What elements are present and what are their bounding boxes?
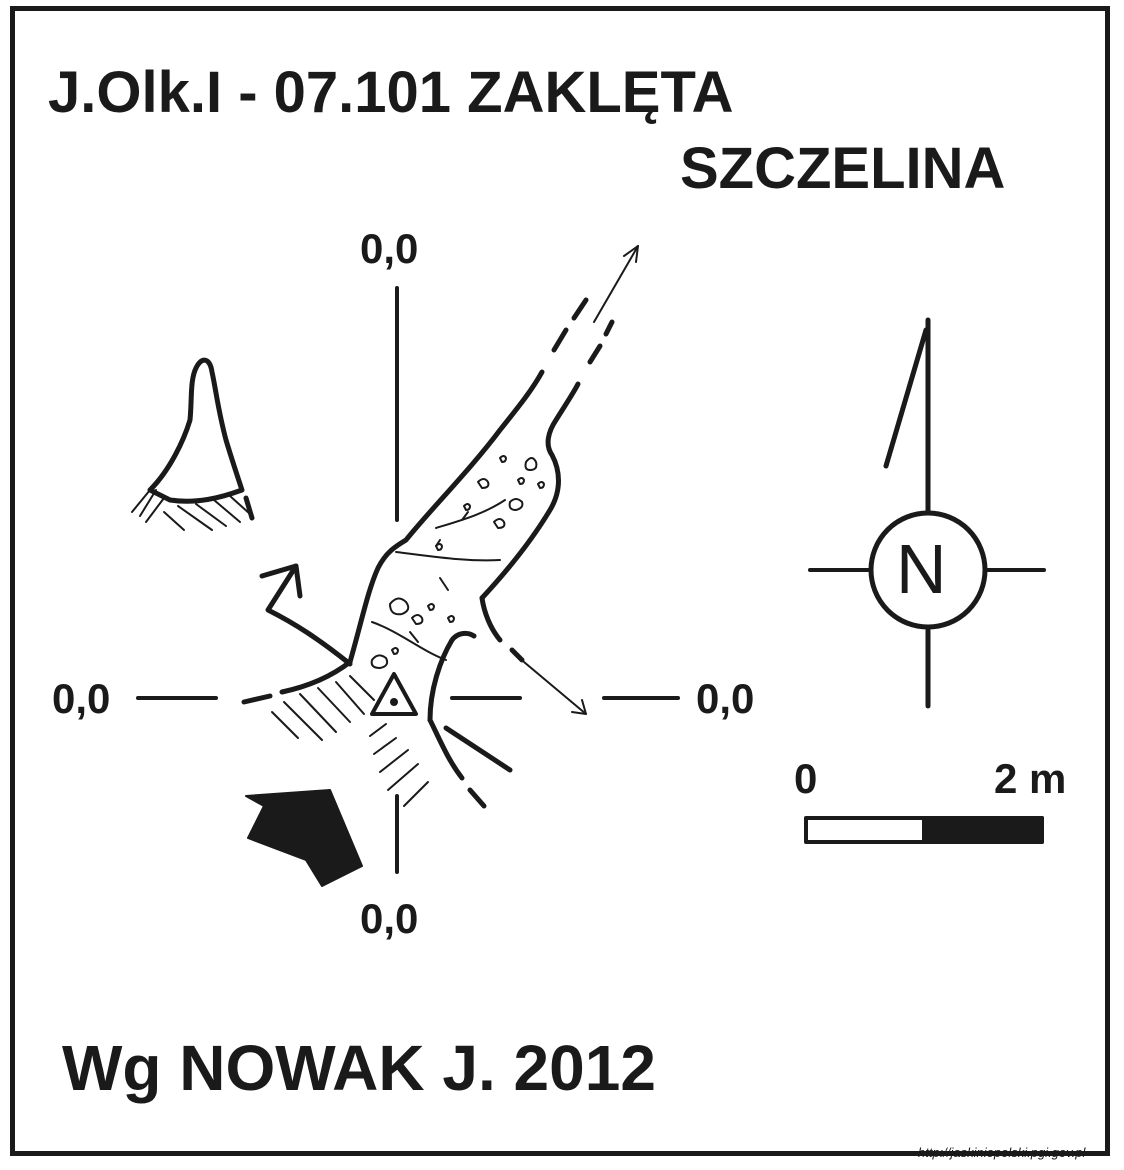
datum-triangle-icon xyxy=(370,672,418,716)
cave-passage-walls xyxy=(241,297,615,809)
slope-direction-arrow xyxy=(259,563,353,667)
cave-title-line1: J.Olk.I - 07.101 ZAKLĘTA xyxy=(48,60,734,125)
cave-title-line2: SZCZELINA xyxy=(680,136,1006,201)
entrance-slope-hatching xyxy=(271,675,429,807)
author-credit: Wg NOWAK J. 2012 xyxy=(62,1032,656,1104)
profile-sketch-ground xyxy=(243,495,255,521)
coordinate-label-bottom: 0,0 xyxy=(360,895,419,942)
scale-end-label: 2 m xyxy=(994,755,1067,802)
north-arrow-icon xyxy=(808,317,1046,709)
passage-continuation-arrow-se xyxy=(523,661,587,715)
scale-bar xyxy=(804,816,1044,844)
entrance-arrow-icon xyxy=(245,789,363,887)
cave-profile-lines xyxy=(371,499,506,661)
passage-continuation-arrow-ne xyxy=(593,245,639,323)
source-url-link[interactable]: http://jaskiniepolski.pgi.gov.pl xyxy=(918,1145,1086,1160)
scale-start-label: 0 xyxy=(794,755,818,802)
coordinate-label-left: 0,0 xyxy=(52,675,111,722)
compass-circle-icon xyxy=(868,510,988,630)
map-frame xyxy=(10,6,1110,1156)
coordinate-grid-lines xyxy=(136,286,680,874)
coordinate-label-top: 0,0 xyxy=(360,225,419,272)
north-label: N xyxy=(896,530,947,608)
profile-sketch-hatching xyxy=(131,489,251,531)
profile-sketch xyxy=(147,357,245,504)
coordinate-label-right: 0,0 xyxy=(696,675,755,722)
rock-debris xyxy=(370,455,545,669)
